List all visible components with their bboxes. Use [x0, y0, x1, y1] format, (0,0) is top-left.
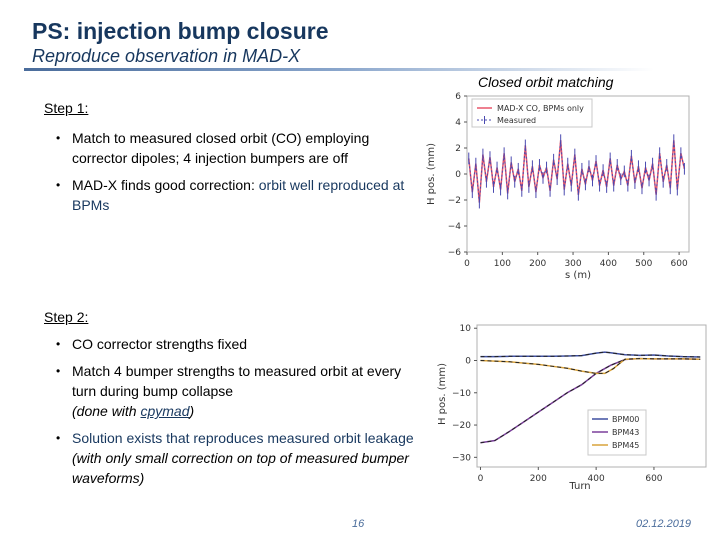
page-number: 16 [352, 518, 365, 530]
chart1-ytick-label: 2 [455, 144, 461, 154]
step2-heading: Step 2: [44, 309, 89, 325]
chart2-ytick-label: −10 [452, 389, 471, 399]
legend-label-bpm45: BPM45 [612, 441, 639, 450]
chart2-ytick-label: −30 [452, 453, 471, 463]
chart2-xtick-label: 400 [588, 474, 605, 484]
chart2-xlabel: Turn [568, 481, 590, 492]
chart1-ytick-label: −6 [448, 248, 462, 258]
chart2-ytick-label: 0 [465, 357, 471, 367]
chart2-xtick-label: 200 [530, 474, 547, 484]
legend-label-bpm43: BPM43 [612, 428, 639, 437]
chart2-ylabel: H pos. (mm) [437, 363, 448, 425]
highlight-text: orbit well reproduced at BPMs [72, 177, 405, 213]
slide-subtitle: Reproduce observation in MAD-X [32, 46, 301, 66]
legend-label-madx: MAD-X CO, BPMs only [497, 104, 584, 113]
chart1-xtick-label: 100 [494, 259, 511, 269]
chart2-series-bpm45-model [480, 358, 701, 374]
chart2-xtick-label: 0 [478, 474, 484, 484]
legend-label-bpm00: BPM00 [612, 415, 639, 424]
chart1-ytick-label: −2 [448, 196, 461, 206]
footer-date: 02.12.2019 [636, 518, 692, 530]
step1-bullet-1: • Match to measured closed orbit (CO) em… [56, 128, 421, 168]
chart1-xtick-label: 200 [529, 259, 546, 269]
chart1-ylabel: H pos. (mm) [426, 143, 437, 205]
chart1-xtick-label: 600 [671, 259, 688, 269]
chart1-caption: Closed orbit matching [478, 74, 614, 90]
chart1-xtick-label: 400 [600, 259, 617, 269]
chart2-ytick-label: −20 [452, 421, 471, 431]
chart1-xtick-label: 300 [564, 259, 581, 269]
bullet-text: Match to measured closed orbit (CO) empl… [72, 130, 370, 166]
step1-heading: Step 1: [44, 100, 89, 116]
bullet-dot-icon: • [56, 131, 61, 145]
bullet-text: MAD-X finds good correction: orbit well … [72, 177, 405, 213]
chart1-ytick-label: 6 [455, 92, 461, 102]
chart2-xtick-label: 600 [645, 474, 662, 484]
bullet-dot-icon: • [56, 364, 61, 378]
bullet-dot-icon: • [56, 337, 61, 351]
chart1-legend-box [471, 98, 593, 128]
chart2-ytick-label: 10 [460, 324, 472, 334]
chart1-xlabel: s (m) [565, 270, 591, 281]
title-underline [24, 68, 720, 71]
chart1-ytick-label: 4 [455, 118, 461, 128]
slide-title: PS: injection bump closure [32, 18, 329, 44]
chart1-xtick-label: 0 [464, 259, 470, 269]
cpymad-link[interactable]: cpymad [140, 403, 190, 419]
chart2-legend: BPM00 BPM43 BPM45 [587, 409, 647, 456]
highlight-text: Solution exists that reproduces measured… [72, 430, 414, 446]
bullet-text: Match 4 bumper strengths to measured orb… [72, 363, 402, 419]
chart1-legend: MAD-X CO, BPMs only Measured [471, 98, 593, 128]
step2-bullet-3: • Solution exists that reproduces measur… [56, 428, 421, 488]
chart1-ytick-label: −4 [448, 222, 462, 232]
bullet-text: Solution exists that reproduces measured… [72, 430, 414, 486]
bullet-text: CO corrector strengths fixed [72, 336, 248, 352]
legend-label-measured: Measured [497, 116, 536, 125]
step2-bullet-2: • Match 4 bumper strengths to measured o… [56, 361, 421, 421]
chart1-series-measured-line [468, 140, 685, 203]
chart1-ytick-label: 0 [455, 170, 461, 180]
bullet-dot-icon: • [56, 178, 61, 192]
chart2-series-bpm00-model [480, 351, 701, 358]
bullet-dot-icon: • [56, 431, 61, 445]
chart1-xtick-label: 500 [635, 259, 652, 269]
step2-bullet-1: • CO corrector strengths fixed [56, 334, 421, 354]
step1-bullet-2: • MAD-X finds good correction: orbit wel… [56, 175, 421, 215]
